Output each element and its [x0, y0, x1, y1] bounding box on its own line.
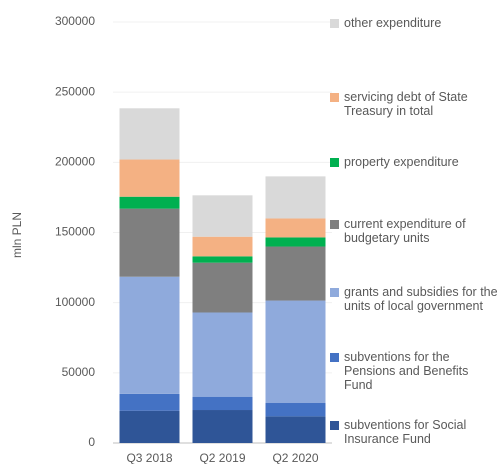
- legend-item: current expenditure of budgetary units: [330, 217, 500, 245]
- legend-swatch: [330, 288, 339, 297]
- x-tick-label: Q2 2019: [199, 451, 245, 464]
- bar-segment: [119, 276, 180, 394]
- legend-label: current expenditure of budgetary units: [344, 217, 466, 245]
- bar-segment: [119, 410, 180, 443]
- bar-segment: [192, 256, 253, 263]
- bar-segment: [119, 208, 180, 277]
- legend-swatch: [330, 19, 339, 28]
- legend-label: servicing debt of State Treasury in tota…: [344, 90, 468, 118]
- y-tick-label: 300000: [55, 14, 95, 28]
- legend-item: other expenditure: [330, 16, 500, 30]
- bar-segment: [119, 393, 180, 411]
- legend-label: subventions for Social Insurance Fund: [344, 418, 467, 446]
- bar-segment: [192, 410, 253, 443]
- bar-segment: [265, 176, 326, 219]
- bar-segment: [119, 159, 180, 197]
- bar-segment: [265, 416, 326, 443]
- legend-label: subventions for the Pensions and Benefit…: [344, 350, 469, 392]
- legend-item: subventions for the Pensions and Benefit…: [330, 350, 500, 392]
- bar-segment: [192, 236, 253, 257]
- bar-segment: [192, 195, 253, 237]
- bar-segment: [192, 262, 253, 313]
- legend-item: property expenditure: [330, 155, 500, 169]
- y-tick-label: 200000: [55, 155, 95, 169]
- bar-segment: [192, 312, 253, 397]
- bar-segment: [265, 218, 326, 238]
- legend-swatch: [330, 220, 339, 229]
- legend-label: other expenditure: [344, 16, 442, 30]
- bar-segment: [265, 237, 326, 247]
- y-tick-label: 100000: [55, 295, 95, 309]
- x-tick-label: Q2 2020: [272, 451, 318, 464]
- bar-segment: [265, 246, 326, 301]
- y-tick-label: 250000: [55, 84, 95, 98]
- y-tick-label: 0: [88, 435, 95, 449]
- bar-segment: [192, 396, 253, 411]
- legend-swatch: [330, 158, 339, 167]
- bar-segment: [119, 196, 180, 209]
- x-tick-label: Q3 2018: [126, 451, 172, 464]
- bar-segment: [265, 403, 326, 417]
- bar-segment: [265, 300, 326, 404]
- y-tick-label: 50000: [62, 365, 96, 379]
- y-tick-label: 150000: [55, 225, 95, 239]
- legend-swatch: [330, 353, 339, 362]
- legend-item: servicing debt of State Treasury in tota…: [330, 90, 500, 118]
- legend-item: subventions for Social Insurance Fund: [330, 418, 500, 446]
- legend-label: property expenditure: [344, 155, 459, 169]
- legend-item: grants and subsidies for the units of lo…: [330, 285, 500, 313]
- legend-label: grants and subsidies for the units of lo…: [344, 285, 498, 313]
- legend-swatch: [330, 93, 339, 102]
- bar-segment: [119, 108, 180, 160]
- legend-swatch: [330, 421, 339, 430]
- y-axis-label: mln PLN: [10, 212, 24, 258]
